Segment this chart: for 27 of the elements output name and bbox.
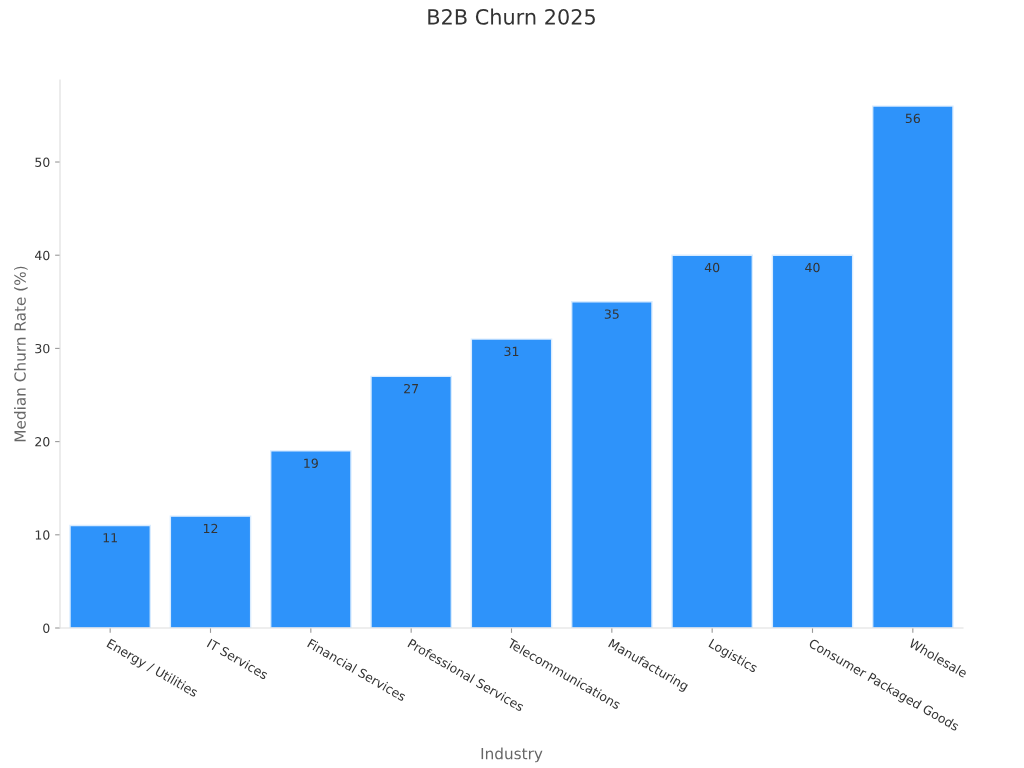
bar <box>169 515 252 628</box>
data-label: 31 <box>504 346 519 357</box>
bar <box>571 301 653 628</box>
bar <box>872 105 954 628</box>
data-label: 11 <box>103 533 117 543</box>
y-axis-title: Median Churn Rate (%) <box>14 266 28 442</box>
bar <box>370 375 452 628</box>
y-tick-label: 40 <box>34 250 50 261</box>
y-tick-label: 10 <box>35 530 50 540</box>
chart-title: B2B Churn 2025 <box>428 8 595 25</box>
x-axis-title: Industry <box>481 747 543 763</box>
bar <box>270 450 352 628</box>
data-label: 19 <box>304 458 318 468</box>
data-label: 12 <box>203 523 218 534</box>
bar <box>470 338 553 628</box>
data-label: 40 <box>704 262 720 273</box>
data-label: 56 <box>905 113 920 124</box>
y-tick-label: 20 <box>35 437 50 447</box>
data-label: 27 <box>404 383 419 394</box>
bar <box>69 524 151 628</box>
data-label: 35 <box>604 309 619 319</box>
bar <box>671 254 753 628</box>
data-label: 40 <box>805 262 820 273</box>
bar <box>771 254 854 628</box>
y-tick-label: 30 <box>35 343 50 354</box>
y-tick-label: 50 <box>35 157 50 167</box>
y-tick-label: 0 <box>43 623 50 633</box>
